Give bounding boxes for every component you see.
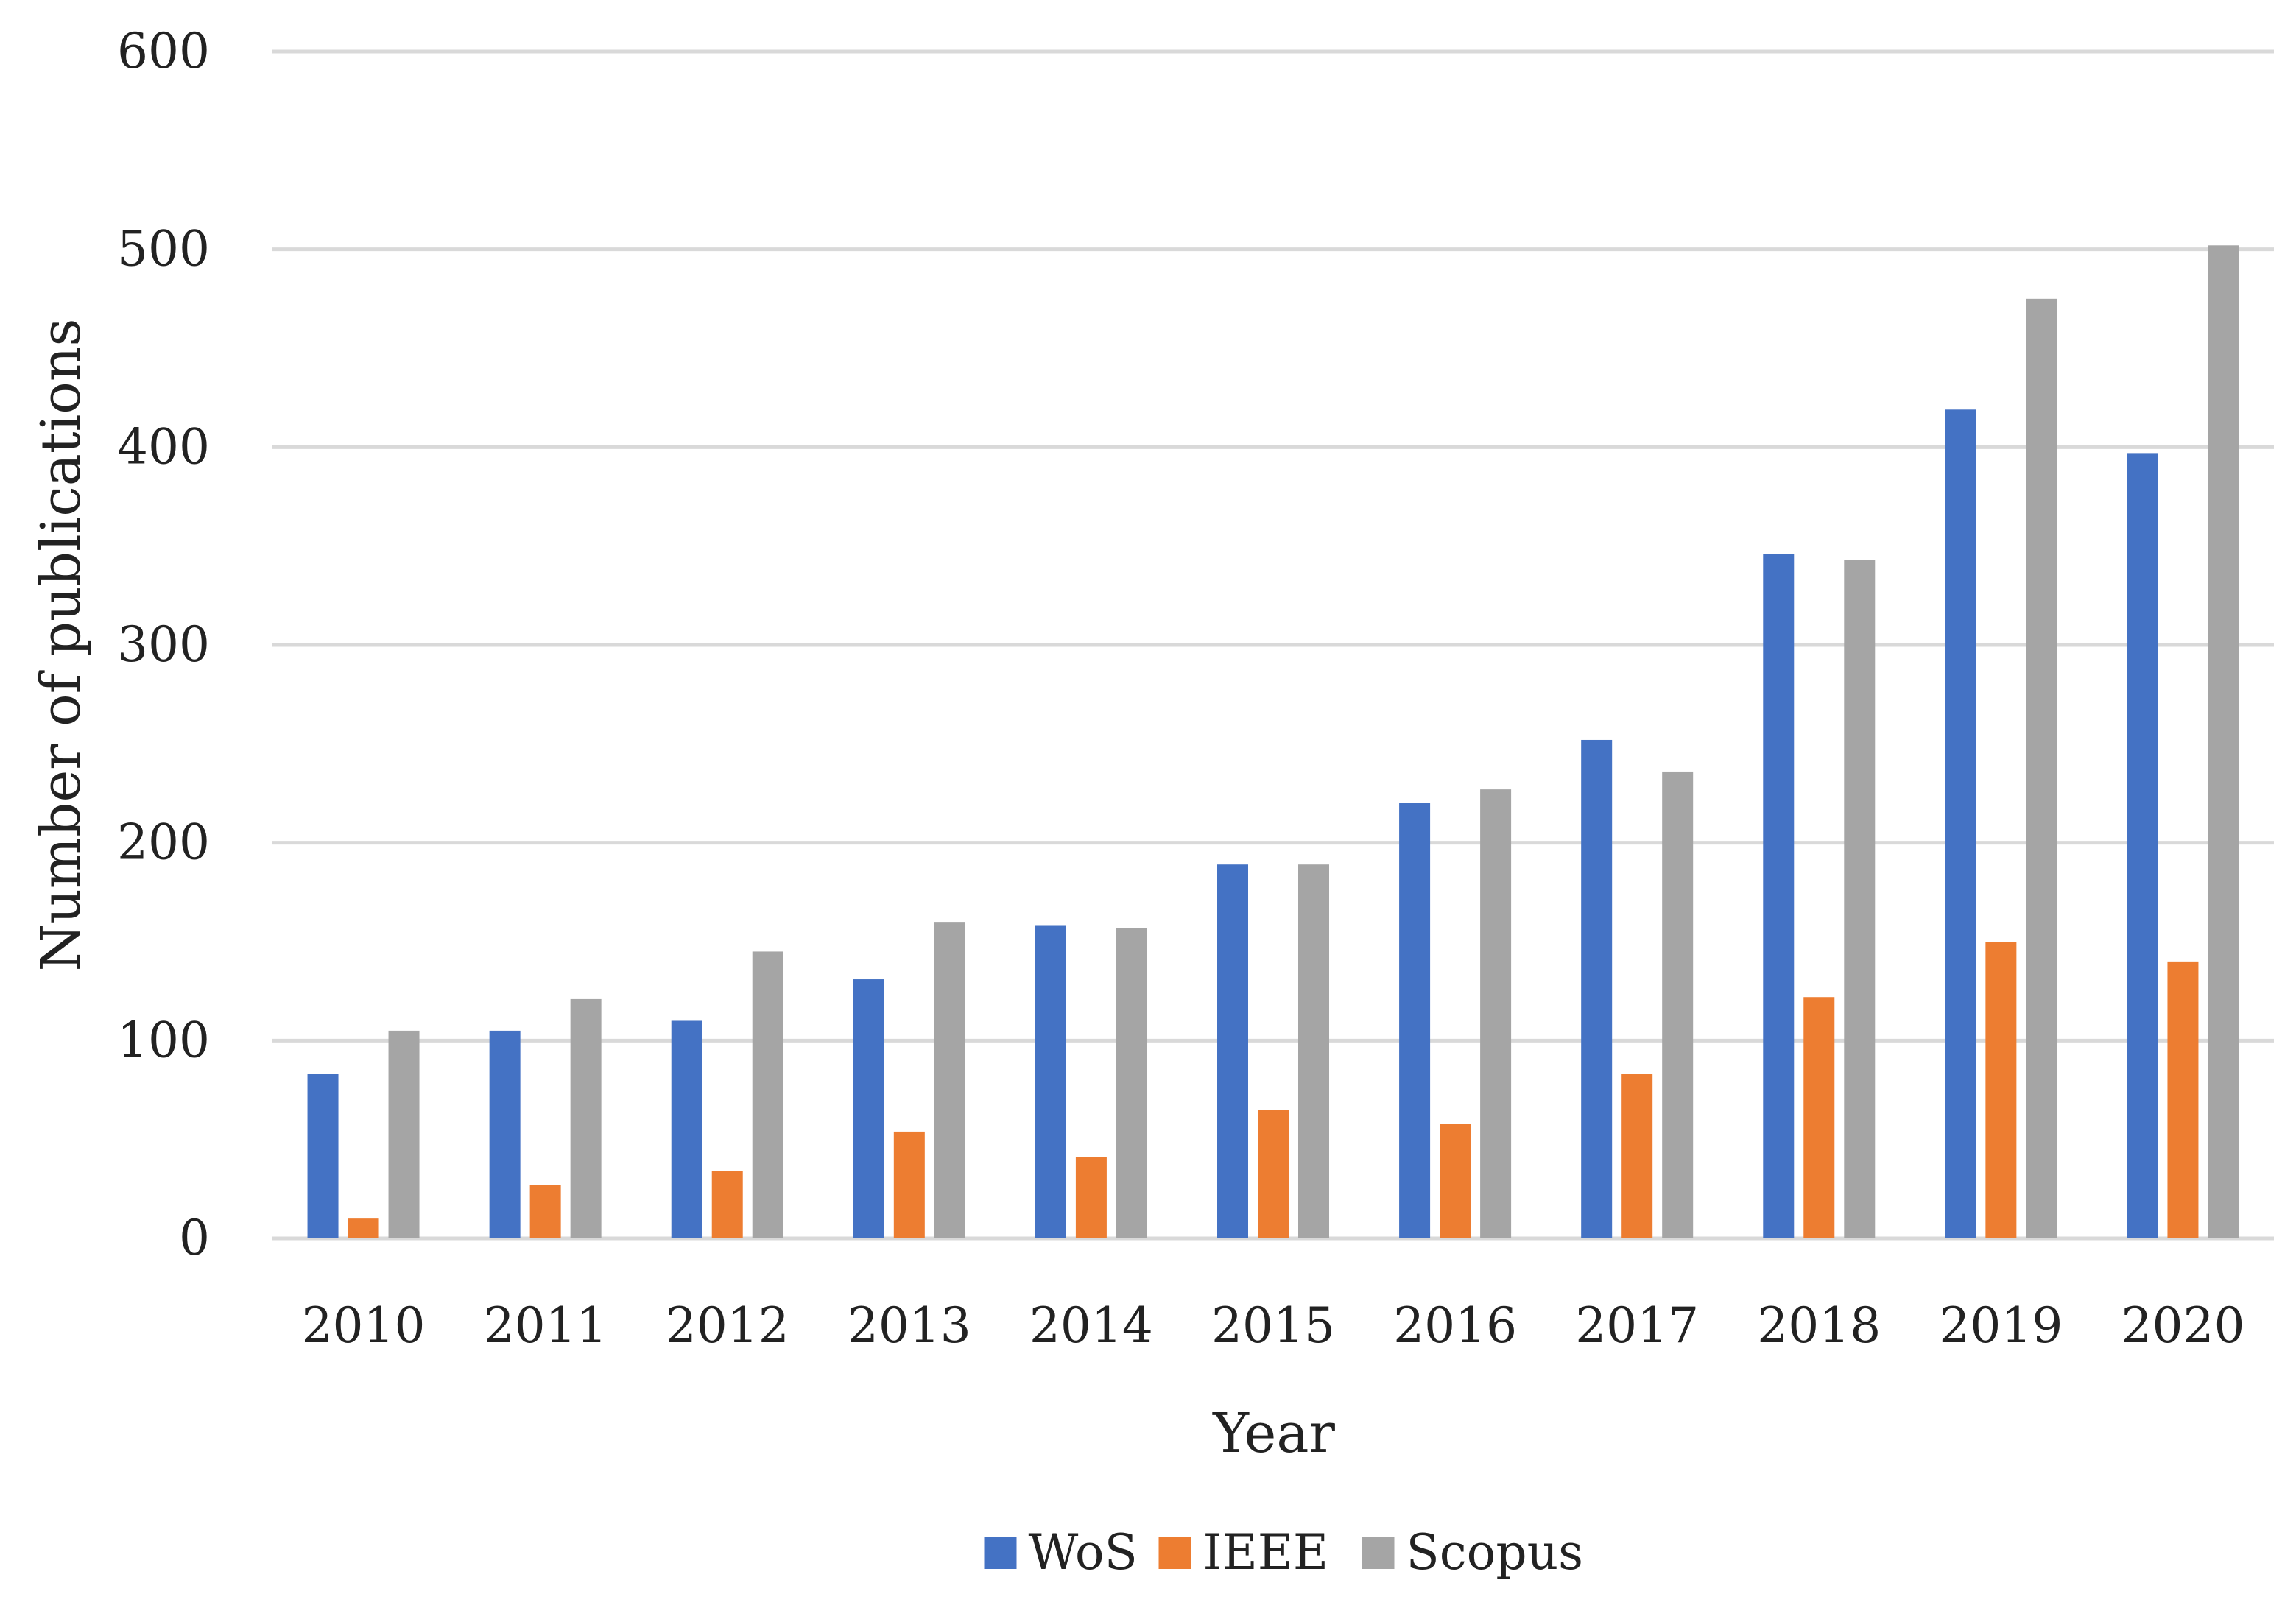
- bar-ieee-2011: [529, 1185, 561, 1238]
- x-tick-label: 2012: [666, 1297, 789, 1354]
- bar-ieee-2019: [1985, 942, 2017, 1238]
- bars: [307, 245, 2239, 1239]
- bar-wos-2018: [1763, 554, 1795, 1238]
- bar-wos-2012: [671, 1020, 702, 1238]
- bar-wos-2011: [489, 1030, 521, 1238]
- bar-ieee-2020: [2167, 961, 2199, 1238]
- bar-scopus-2014: [1116, 928, 1147, 1238]
- legend-label-ieee: IEEE: [1203, 1524, 1329, 1581]
- bar-wos-2016: [1399, 803, 1431, 1238]
- y-tick-label: 0: [179, 1210, 210, 1266]
- bar-wos-2010: [307, 1074, 339, 1238]
- x-tick-label: 2011: [484, 1297, 608, 1354]
- bar-ieee-2018: [1803, 997, 1835, 1238]
- x-tick-label: 2016: [1393, 1297, 1517, 1354]
- bar-scopus-2020: [2208, 245, 2239, 1238]
- bar-ieee-2013: [893, 1131, 925, 1238]
- bar-ieee-2010: [348, 1218, 379, 1238]
- x-axis-title: Year: [1212, 1402, 1335, 1465]
- bar-ieee-2016: [1440, 1124, 1471, 1238]
- legend-swatch-ieee: [1158, 1537, 1191, 1569]
- bar-wos-2013: [853, 979, 884, 1238]
- x-tick-label: 2013: [848, 1297, 971, 1354]
- x-tick-label: 2010: [302, 1297, 426, 1354]
- bar-wos-2020: [2127, 453, 2158, 1238]
- legend: WoS IEEE Scopus: [984, 1524, 1584, 1581]
- bar-scopus-2011: [570, 998, 602, 1238]
- y-axis-ticks: 0 100 200 300 400 500 600: [117, 23, 210, 1266]
- legend-swatch-wos: [984, 1537, 1017, 1569]
- x-tick-label: 2015: [1211, 1297, 1335, 1354]
- x-tick-label: 2020: [2121, 1297, 2244, 1354]
- bar-wos-2019: [1945, 409, 1976, 1239]
- y-tick-label: 100: [117, 1012, 210, 1068]
- bar-wos-2015: [1217, 864, 1248, 1238]
- y-tick-label: 400: [117, 418, 210, 475]
- x-axis-ticks: 2010 2011 2012 2013 2014 2015 2016 2017 2018 2019…: [302, 1297, 2245, 1354]
- gridlines: [272, 49, 2274, 1241]
- bar-ieee-2014: [1075, 1157, 1107, 1238]
- x-tick-label: 2018: [1757, 1297, 1881, 1354]
- bar-wos-2017: [1581, 739, 1613, 1238]
- y-tick-label: 300: [117, 616, 210, 673]
- bar-scopus-2016: [1480, 789, 1512, 1238]
- bar-scopus-2013: [934, 922, 965, 1238]
- bar-scopus-2010: [388, 1030, 420, 1238]
- bar-scopus-2015: [1298, 864, 1329, 1238]
- bar-ieee-2015: [1258, 1110, 1289, 1238]
- bar-ieee-2012: [711, 1171, 743, 1238]
- legend-label-wos: WoS: [1029, 1524, 1138, 1581]
- bar-scopus-2019: [2026, 298, 2057, 1238]
- legend-label-scopus: Scopus: [1406, 1524, 1584, 1581]
- x-tick-label: 2019: [1939, 1297, 2063, 1354]
- y-tick-label: 500: [117, 221, 210, 278]
- bar-scopus-2018: [1844, 560, 1876, 1238]
- y-tick-label: 600: [117, 23, 210, 80]
- x-tick-label: 2014: [1029, 1297, 1153, 1354]
- bar-scopus-2017: [1662, 771, 1694, 1238]
- x-tick-label: 2017: [1575, 1297, 1699, 1354]
- bar-scopus-2012: [752, 951, 783, 1238]
- y-axis-title: Number of publications: [29, 319, 93, 972]
- legend-swatch-scopus: [1362, 1537, 1395, 1569]
- bar-ieee-2017: [1621, 1074, 1653, 1238]
- y-tick-label: 200: [117, 814, 210, 871]
- bar-wos-2014: [1035, 925, 1066, 1238]
